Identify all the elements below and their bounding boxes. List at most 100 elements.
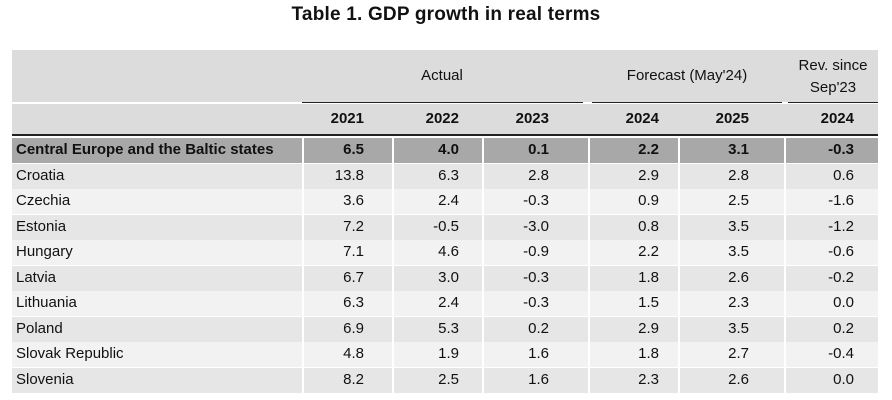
column-separator	[302, 265, 304, 291]
value-cell: 2.4	[438, 294, 459, 311]
value-cell: 1.8	[638, 345, 659, 362]
group-revision-line1: Rev. since	[798, 57, 868, 74]
value-cell: 1.9	[438, 345, 459, 362]
value-cell: 2.9	[638, 166, 659, 184]
column-separator	[302, 342, 304, 367]
value-cell: -0.9	[523, 243, 549, 260]
column-separator	[302, 240, 304, 265]
country-label: Slovak Republic	[16, 345, 124, 362]
year-header: 2023	[515, 110, 549, 127]
value-cell: 0.9	[638, 192, 659, 209]
year-header: 2022	[425, 110, 459, 127]
group-actual: Actual	[421, 67, 463, 84]
column-separator	[784, 291, 786, 316]
value-cell: 1.6	[528, 345, 549, 362]
column-separator	[482, 163, 484, 189]
table-row: Estonia 7.2 -0.5 -3.0 0.8 3.5 -1.2	[12, 214, 878, 240]
value-cell: 3.6	[343, 192, 364, 209]
country-label: Lithuania	[16, 294, 77, 311]
table-row: Lithuania 6.3 2.4 -0.3 1.5 2.3 0.0	[12, 291, 878, 316]
value-cell: -0.3	[828, 141, 854, 158]
country-label: Poland	[16, 319, 63, 337]
table-row: Hungary 7.1 4.6 -0.9 2.2 3.5 -0.6	[12, 240, 878, 265]
value-cell: 1.8	[638, 268, 659, 286]
column-separator	[784, 342, 786, 367]
column-separator	[482, 214, 484, 240]
value-cell: 4.0	[438, 141, 459, 158]
column-separator	[588, 316, 590, 342]
value-cell: 2.9	[638, 319, 659, 337]
table-row: Latvia 6.7 3.0 -0.3 1.8 2.6 -0.2	[12, 265, 878, 291]
country-label: Slovenia	[16, 370, 74, 388]
value-cell: 2.5	[728, 192, 749, 209]
value-cell: -0.6	[828, 243, 854, 260]
value-cell: 2.3	[728, 294, 749, 311]
country-label: Croatia	[16, 166, 65, 184]
value-cell: 2.8	[728, 166, 749, 184]
column-separator	[392, 189, 394, 214]
column-separator	[678, 214, 680, 240]
column-separator	[482, 138, 484, 163]
value-cell: 0.6	[833, 166, 854, 184]
value-cell: 3.5	[728, 217, 749, 235]
country-label: Hungary	[16, 243, 73, 260]
column-separator	[482, 367, 484, 393]
header-band	[12, 50, 878, 102]
column-separator	[302, 189, 304, 214]
year-header-band	[12, 104, 878, 134]
value-cell: 2.8	[528, 166, 549, 184]
column-separator	[588, 240, 590, 265]
group-rule-revision	[788, 102, 878, 103]
value-cell: 2.2	[638, 141, 659, 158]
group-forecast: Forecast (May'24)	[626, 67, 748, 84]
column-separator	[482, 316, 484, 342]
value-cell: 2.6	[728, 268, 749, 286]
value-cell: 3.5	[728, 319, 749, 337]
value-cell: 7.1	[343, 243, 364, 260]
value-cell: 2.3	[638, 370, 659, 388]
column-separator	[392, 138, 394, 163]
column-separator	[302, 163, 304, 189]
column-separator	[482, 291, 484, 316]
value-cell: 1.6	[528, 370, 549, 388]
aggregate-row: Central Europe and the Baltic states 6.5 4…	[12, 138, 878, 163]
table-row: Czechia 3.6 2.4 -0.3 0.9 2.5 -1.6	[12, 189, 878, 214]
column-separator	[678, 163, 680, 189]
column-separator	[588, 214, 590, 240]
value-cell: 7.2	[343, 217, 364, 235]
column-separator	[588, 163, 590, 189]
table-title: Table 1. GDP growth in real terms	[291, 4, 601, 25]
value-cell: 2.4	[438, 192, 459, 209]
value-cell: 5.3	[438, 319, 459, 337]
column-separator	[302, 367, 304, 393]
column-separator	[678, 367, 680, 393]
column-separator	[588, 138, 590, 163]
column-separator	[392, 367, 394, 393]
value-cell: 6.3	[438, 166, 459, 184]
value-cell: 3.0	[438, 268, 459, 286]
column-separator	[482, 240, 484, 265]
table-row: Slovenia 8.2 2.5 1.6 2.3 2.6 0.0	[12, 367, 878, 393]
value-cell: -0.3	[523, 268, 549, 286]
column-separator	[302, 138, 304, 163]
table-row: Croatia 13.8 6.3 2.8 2.9 2.8 0.6	[12, 163, 878, 189]
column-separator	[784, 189, 786, 214]
column-separator	[678, 291, 680, 316]
column-separator	[784, 214, 786, 240]
column-separator	[392, 214, 394, 240]
year-header: 2025	[715, 110, 749, 127]
column-separator	[784, 240, 786, 265]
value-cell: -3.0	[523, 217, 549, 235]
column-separator	[482, 189, 484, 214]
column-separator	[784, 163, 786, 189]
column-separator	[588, 342, 590, 367]
column-separator	[392, 265, 394, 291]
value-cell: -0.5	[433, 217, 459, 235]
column-separator	[678, 189, 680, 214]
column-separator	[302, 291, 304, 316]
country-label: Latvia	[16, 268, 57, 286]
value-cell: 0.0	[833, 294, 854, 311]
value-cell: 6.9	[343, 319, 364, 337]
country-label: Estonia	[16, 217, 67, 235]
value-cell: 3.1	[728, 141, 749, 158]
